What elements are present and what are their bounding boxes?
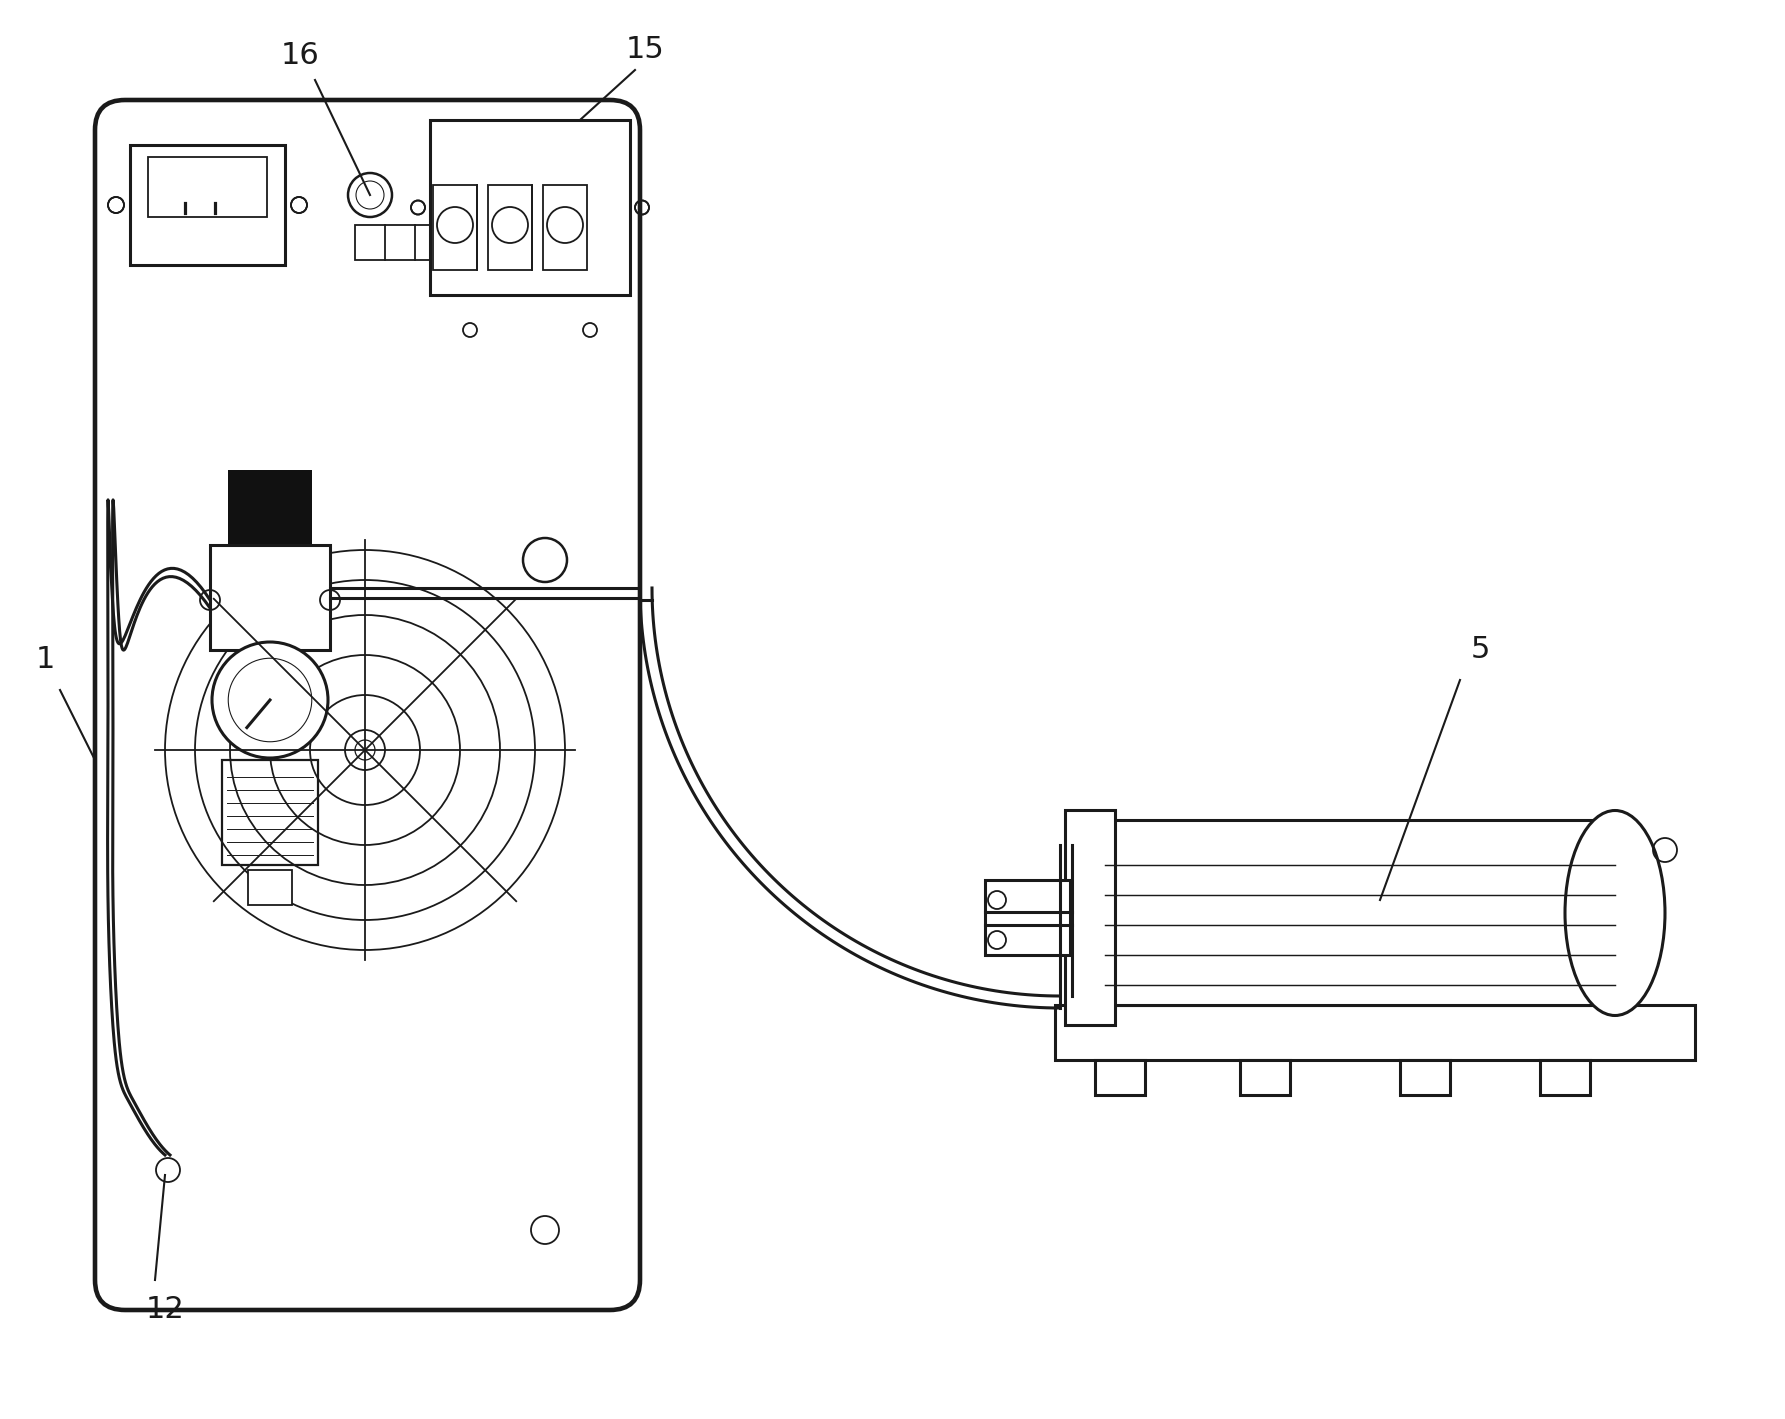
Bar: [248, 870, 293, 905]
Bar: [1540, 1060, 1590, 1095]
Bar: [221, 761, 318, 866]
Bar: [228, 470, 312, 545]
Bar: [130, 145, 286, 265]
Bar: [434, 184, 477, 270]
Text: 5: 5: [1471, 636, 1490, 664]
Bar: [985, 880, 1069, 955]
Bar: [1094, 1060, 1144, 1095]
Bar: [1055, 1005, 1696, 1060]
Text: 1: 1: [36, 646, 55, 674]
Ellipse shape: [1565, 810, 1665, 1016]
Text: 15: 15: [625, 35, 664, 64]
Circle shape: [345, 729, 386, 771]
Bar: [1241, 1060, 1291, 1095]
Bar: [543, 184, 587, 270]
Bar: [211, 545, 330, 650]
Bar: [355, 226, 444, 260]
FancyBboxPatch shape: [95, 99, 641, 1310]
Circle shape: [212, 641, 328, 758]
Bar: [1399, 1060, 1449, 1095]
Bar: [430, 121, 630, 295]
Text: 16: 16: [280, 41, 320, 70]
Text: 12: 12: [146, 1296, 184, 1324]
Bar: [1066, 810, 1116, 1025]
Circle shape: [348, 173, 393, 217]
Bar: [148, 158, 268, 217]
Bar: [1105, 820, 1605, 1005]
Bar: [487, 184, 532, 270]
